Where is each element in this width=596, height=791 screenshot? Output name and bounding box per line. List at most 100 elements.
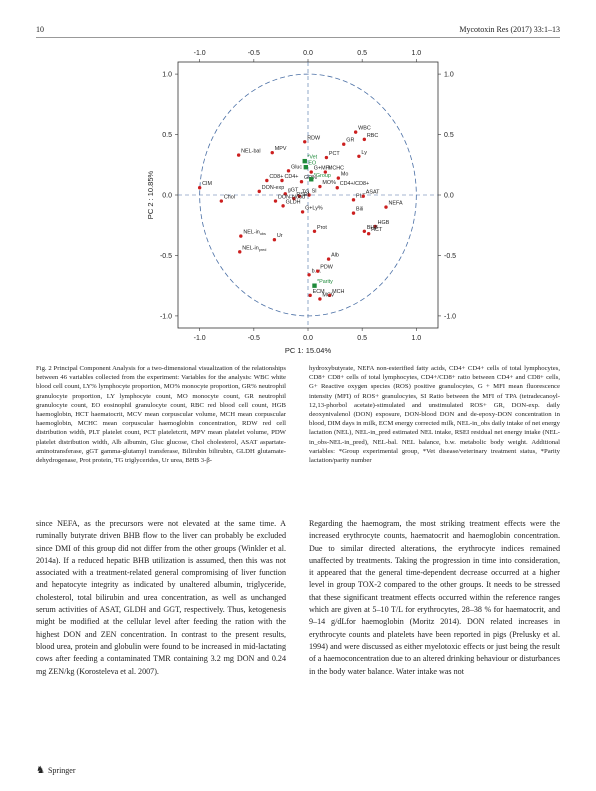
x-tick-label-bottom: 1.0 [411, 335, 421, 342]
x-tick-label-bottom: 0.5 [357, 335, 367, 342]
point-label-gluc: Gluc [291, 164, 302, 170]
point-ur [272, 238, 277, 242]
point-bhb [362, 229, 367, 233]
body-column-right: Regarding the haemogram, the most striki… [309, 519, 560, 676]
point-ggt [283, 192, 287, 196]
point-label-g-mfi: G+MFI [314, 166, 331, 172]
point-don-blood [273, 199, 278, 203]
x-tick-label-bottom: 0.0 [303, 335, 313, 342]
point-rdw [303, 140, 307, 144]
point-label-mo: MO% [322, 180, 336, 186]
point-don-exp [257, 189, 261, 194]
point-mo [336, 176, 341, 180]
point-mchc [323, 170, 328, 174]
point-cd4-cd8 [335, 186, 339, 190]
point-label-mcv: MCV [322, 292, 334, 298]
point-label-eo: EO [308, 161, 316, 167]
point-label-bili: Bili [356, 207, 363, 213]
point-g-ly [300, 210, 305, 214]
point-label-bhb: BHB [367, 225, 378, 231]
point-label-cd4-cd8: CD4+/CD8+ [340, 181, 369, 187]
point-label-cim: CIM [202, 181, 212, 187]
point-label-rsei: RSEI [296, 192, 309, 198]
point-label-hct: HCT [371, 227, 383, 233]
point-label-nel-bal: NEL-bal [241, 149, 260, 155]
body-column-left: since NEFA, as the precursors were not e… [36, 519, 286, 676]
point-label-wbc: WBC [358, 126, 371, 132]
point-label-mpv: MPV [275, 146, 287, 152]
point-label-rbc: RBC [367, 133, 378, 139]
point-nel-bal [236, 153, 241, 157]
point-pdw [316, 269, 320, 273]
point-tg [297, 194, 302, 198]
point-label-rdw: RDW [307, 135, 321, 141]
point-label-pct: PCT [329, 151, 340, 157]
point-chol [219, 199, 224, 203]
y-tick-label-left: 0.0 [162, 193, 172, 200]
y-tick-label-left: 0.5 [162, 132, 172, 139]
x-axis-label: PC 1: 15.04% [285, 346, 332, 355]
figure-caption-left: Fig. 2 Principal Component Analysis for … [36, 365, 286, 465]
y-tick-label-left: -1.0 [160, 313, 172, 320]
point-label-vet: *Vet [307, 155, 317, 161]
point-plt [351, 198, 356, 202]
point-label-ecm: ECM [313, 289, 325, 295]
point-label-prot: Prot [317, 225, 327, 231]
y-tick-label-right: -1.0 [444, 313, 456, 320]
point-ecm [308, 293, 312, 298]
y-tick-label-right: 0.0 [444, 193, 454, 200]
y-tick-label-left: -0.5 [160, 253, 172, 260]
x-tick-label-bottom: -0.5 [248, 335, 260, 342]
point-label-ggt: gGT [288, 187, 299, 193]
point-rbc [362, 137, 367, 142]
point-label-ly: Ly [361, 150, 367, 156]
point-label-parity: *Parity [317, 279, 333, 285]
point-bili [351, 211, 356, 215]
point-label-cd8: CD8+ [269, 174, 283, 180]
point-mch [327, 293, 332, 298]
point-label-ur: Ur [277, 233, 283, 239]
point-label-tg: TG [302, 190, 310, 196]
x-tick-label-top: 0.0 [303, 50, 313, 57]
x-tick-label-bottom: -1.0 [194, 335, 206, 342]
point-b-w [307, 273, 311, 277]
x-tick-label-top: -1.0 [194, 50, 206, 57]
point-label-gldh: GLDH [286, 199, 301, 205]
point-group [309, 177, 314, 182]
springer-horse-icon: ♞ [36, 765, 45, 776]
point-nefa [384, 205, 388, 209]
point-nel-in-pred [238, 250, 242, 254]
header-rule [36, 37, 560, 38]
point-gldh [281, 204, 285, 208]
y-tick-label-right: -0.5 [444, 253, 456, 260]
y-tick-label-right: 0.5 [444, 132, 454, 139]
point-cd8 [265, 178, 269, 183]
point-alb [326, 257, 331, 261]
journal-citation: Mycotoxin Res (2017) 33:1–13 [459, 25, 560, 34]
point-label-g-ly: G+Ly% [305, 205, 323, 211]
point-label-mchc: MCHC [328, 166, 344, 172]
y-axis-label: PC 2 : 10.85% [146, 170, 155, 219]
point-label-alb: Alb [331, 253, 339, 259]
point-eo [303, 164, 309, 170]
x-tick-label-top: 0.5 [357, 50, 367, 57]
point-label-nefa: NEFA [389, 201, 403, 207]
point-label-plt: PLT [356, 193, 366, 199]
point-ly [357, 154, 361, 159]
footer: ♞ Springer [36, 765, 76, 776]
y-tick-label-left: 1.0 [162, 72, 172, 79]
x-tick-label-top: -0.5 [248, 50, 260, 57]
point-parity [312, 283, 317, 288]
point-prot [312, 229, 317, 233]
point-gr [299, 180, 304, 184]
point-cd4 [280, 178, 284, 183]
point-mcv [318, 297, 322, 301]
point-hgb [373, 224, 377, 229]
publisher-name: Springer [47, 766, 76, 775]
point-label-chol: Chol [224, 195, 235, 201]
point-si [307, 193, 311, 197]
point-label-don-blood: DON-blood [278, 195, 305, 201]
point-label-gr: GR [346, 138, 354, 144]
point-gluc [286, 169, 291, 173]
